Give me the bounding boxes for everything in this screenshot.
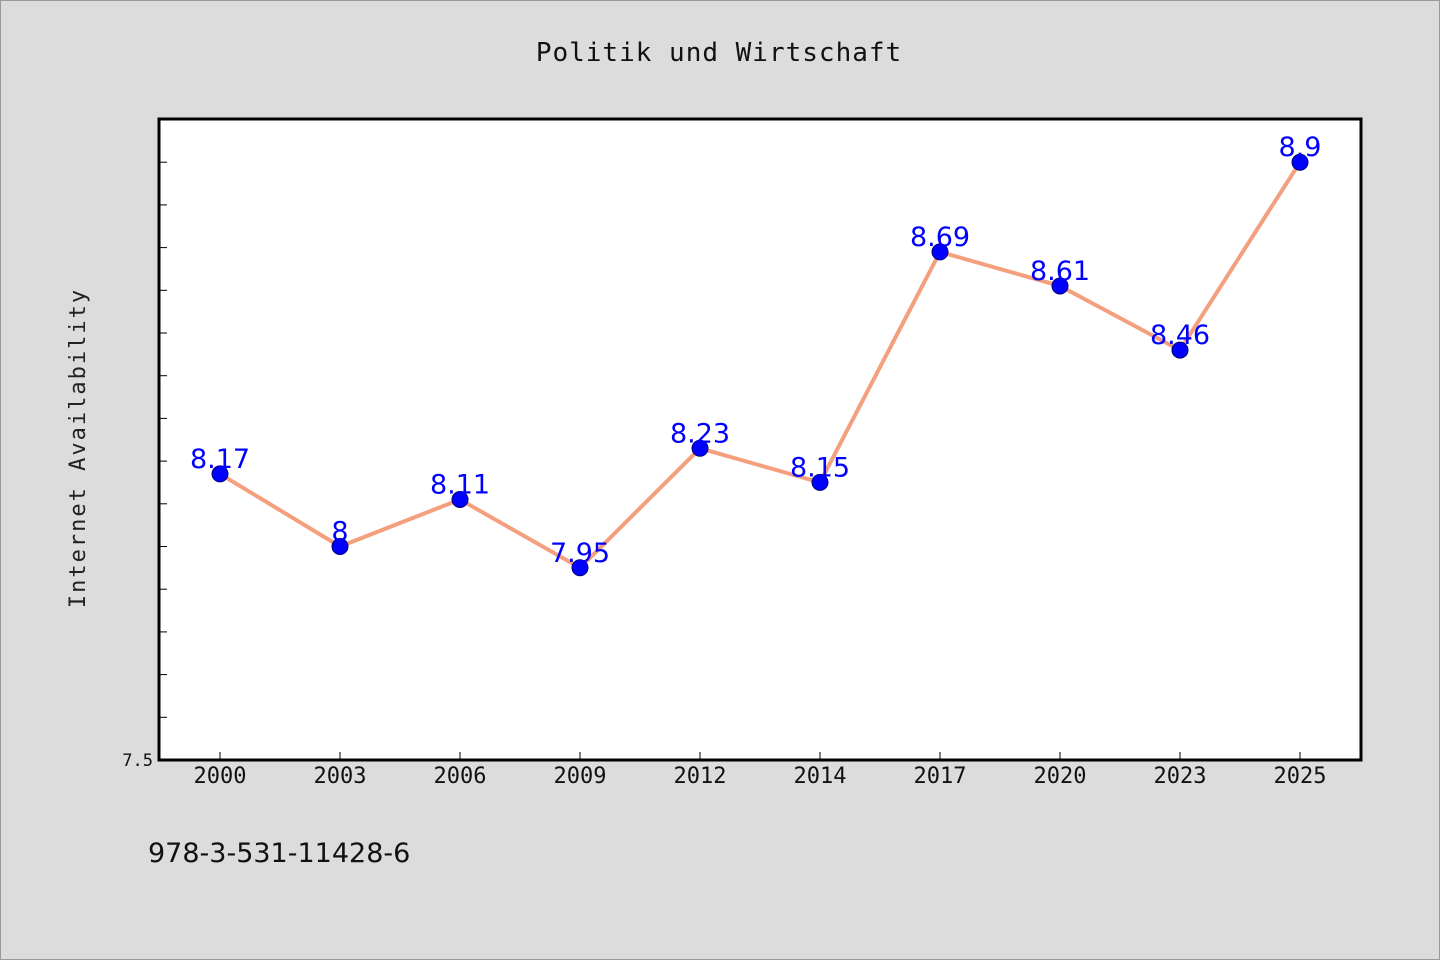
data-label: 8 xyxy=(331,517,348,548)
plot-area xyxy=(157,117,1363,762)
isbn-footer: 978-3-531-11428-6 xyxy=(148,838,410,869)
data-point xyxy=(691,439,709,457)
data-labels: 8.17 8 8.11 7.95 8.23 8.15 8.69 8.61 8.46 8.9 xyxy=(190,132,1322,569)
series-internet-availability xyxy=(211,153,1309,577)
data-label: 8.61 xyxy=(1030,256,1090,287)
data-label: 7.95 xyxy=(550,538,610,569)
data-point xyxy=(811,473,829,491)
x-tick-label: 2014 xyxy=(794,764,847,789)
y-axis-label: Internet Availability xyxy=(66,288,91,608)
data-label: 8.69 xyxy=(910,222,970,253)
data-label: 8.46 xyxy=(1150,320,1210,351)
x-tick-label: 2006 xyxy=(434,764,487,789)
x-tick-label: 2017 xyxy=(914,764,967,789)
x-tick-label: 2012 xyxy=(674,764,727,789)
x-tick-label: 2023 xyxy=(1154,764,1207,789)
y-tick-label: 7.5 xyxy=(122,751,153,771)
series-line xyxy=(218,161,1302,570)
x-tick-label: 2009 xyxy=(554,764,607,789)
data-label: 8.15 xyxy=(790,452,850,483)
data-label: 8.9 xyxy=(1279,132,1322,163)
x-tick-label: 2000 xyxy=(194,764,247,789)
data-point xyxy=(1051,277,1069,295)
chart-title: Politik und Wirtschaft xyxy=(536,38,902,68)
data-point xyxy=(1291,153,1309,171)
data-point xyxy=(571,559,589,577)
data-label: 8.17 xyxy=(190,444,250,475)
data-point xyxy=(1171,341,1189,359)
data-point xyxy=(211,465,229,483)
x-tick-label: 2003 xyxy=(314,764,367,789)
data-label: 8.23 xyxy=(670,418,730,449)
data-point xyxy=(931,243,949,261)
x-tick-label: 2020 xyxy=(1034,764,1087,789)
data-point xyxy=(331,538,349,555)
x-axis-ticks: 2000 2003 2006 2009 2012 2014 2017 2020 2023 2025 xyxy=(194,752,1327,789)
data-point xyxy=(451,491,469,508)
data-label: 8.11 xyxy=(430,470,490,501)
x-tick-label: 2025 xyxy=(1274,764,1327,789)
y-axis-ticks: 7.5 xyxy=(122,161,167,771)
